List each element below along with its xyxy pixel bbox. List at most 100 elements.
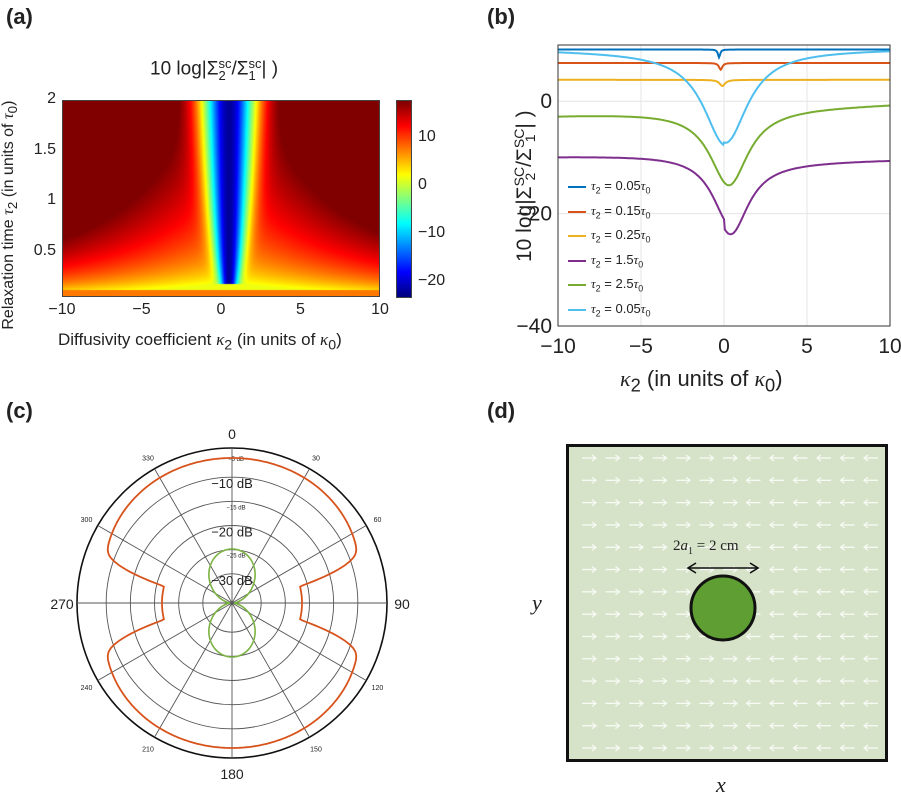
flux-arrow [629,744,644,752]
flux-arrow [863,722,878,730]
flux-arrow [582,566,597,574]
flux-arrow [723,699,738,707]
flux-arrow [792,677,808,685]
polar-angle-label: 180 [220,766,244,782]
flux-arrow [723,744,738,752]
flux-arrow [629,476,644,484]
flux-arrow [769,655,784,663]
flux-arrow [792,566,808,574]
heatmap-xtick-label: −10 [48,301,76,318]
flux-arrow [863,476,878,484]
legend-item: τ2 = 0.05τ0 [568,298,688,323]
flux-arrow [723,521,738,529]
diameter-annotation: 2a1 = 2 cm [673,538,739,557]
flux-arrow [839,744,855,752]
flux-arrow [816,566,831,574]
colorbar-tick-label: 0 [418,176,427,194]
flux-arrow [792,454,808,462]
flux-arrow [816,476,831,484]
flux-arrow [839,476,855,484]
flux-arrow [699,677,715,685]
polar-series-outer [106,457,358,749]
flux-arrow [605,476,621,484]
flux-arrow [792,744,808,752]
flux-arrow [582,543,597,551]
flux-arrow [745,499,761,507]
colorbar [396,100,412,298]
polar-angle-label: 210 [142,746,154,753]
legend-item: τ2 = 0.25τ0 [568,224,688,249]
flux-arrow [792,722,808,730]
heatmap-plot [62,100,380,297]
heatmap-ytick-label: 0.5 [33,241,56,259]
flux-arrow [699,476,715,484]
flux-arrow [816,744,831,752]
flux-arrow [863,610,878,618]
flux-arrow [699,722,715,730]
ytick-label: −40 [516,315,552,338]
flux-arrow [652,655,668,663]
flux-arrow [605,499,621,507]
legend-swatch [568,235,586,238]
polar-ring-label: −30 dB [211,573,253,588]
legend-item: τ2 = 0.05τ0 [568,175,688,200]
flux-arrow [816,543,831,551]
flux-arrow [792,632,808,640]
flux-arrow [723,543,738,551]
flux-arrow [605,744,621,752]
plot-frame [557,44,891,327]
flux-arrow [699,543,715,551]
flux-arrow [582,632,597,640]
polar-angle-label: 0 [228,426,236,442]
flux-arrow [839,566,855,574]
flux-arrow [723,499,738,507]
flux-arrow [652,476,668,484]
flux-arrow [605,722,621,730]
flux-arrow [676,499,691,507]
flux-arrow [792,655,808,663]
flux-arrow [839,632,855,640]
flux-arrow [605,655,621,663]
flux-arrow [699,454,715,462]
flux-arrow [652,543,668,551]
flux-arrow [816,610,831,618]
flux-arrow [792,543,808,551]
flux-arrow [582,499,597,507]
flux-arrow [629,521,644,529]
flux-arrow [582,655,597,663]
legend-label: τ2 = 0.05τ0 [591,300,651,319]
flux-arrow [745,543,761,551]
flux-arrow [816,722,831,730]
flux-arrow [676,610,691,618]
ytick-label: 0 [540,90,552,113]
flux-arrow [699,744,715,752]
legend-label: τ2 = 2.5τ0 [591,276,644,295]
flux-arrow [769,699,784,707]
flux-arrow [605,566,621,574]
flux-arrow [676,655,691,663]
flux-arrow [839,454,855,462]
flux-arrow [699,521,715,529]
linechart-legend: τ2 = 0.05τ0 τ2 = 0.15τ0 τ2 = 0.25τ0 τ2 = 1.… [568,175,688,322]
flux-arrow [769,588,784,596]
flux-arrow [769,566,784,574]
flux-arrow [723,722,738,730]
flux-arrow [605,521,621,529]
xtick-label: 10 [878,335,901,358]
flux-arrow [769,454,784,462]
flux-arrow [676,699,691,707]
flux-arrow [723,677,738,685]
polar-angle-label: 330 [142,456,154,463]
flux-arrow [745,655,761,663]
flux-arrow [839,610,855,618]
flux-arrow [863,543,878,551]
linechart-xlabel: κ2 (in units of κ0) [620,366,783,396]
polar-ring-label: −25 dB [226,554,245,560]
flux-arrow [676,543,691,551]
axis-x-label: x [716,772,726,797]
flux-arrow [863,521,878,529]
xtick-label: 5 [801,335,813,358]
flux-arrow [629,454,644,462]
